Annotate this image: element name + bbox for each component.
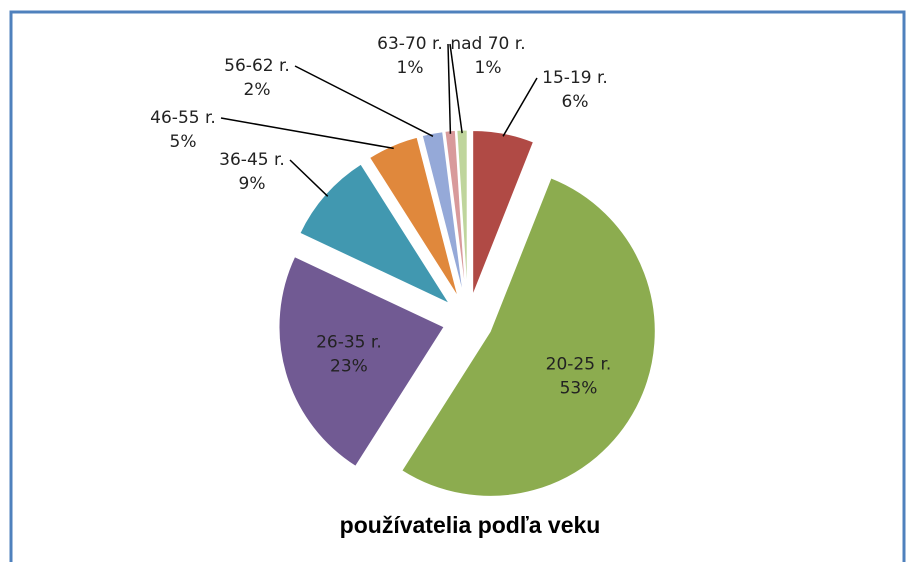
value-label: 23% — [330, 357, 368, 377]
pie-slice — [278, 256, 445, 467]
slice-label: 56-62 r. — [224, 56, 290, 76]
value-label: 6% — [562, 92, 589, 112]
slice-label: 36-45 r. — [219, 150, 285, 170]
pie-slice — [401, 177, 656, 497]
slice-label: nad 70 r. — [450, 34, 525, 54]
value-label: 9% — [239, 174, 266, 194]
leader-line — [220, 117, 394, 150]
pie-slice — [472, 129, 535, 296]
slice-label: 20-25 r. — [546, 354, 612, 374]
pie-slice — [421, 131, 464, 296]
leader-line — [502, 77, 538, 137]
slice-label: 63-70 r. — [377, 34, 443, 54]
slice-label: 15-19 r. — [542, 68, 608, 88]
value-label: 1% — [397, 58, 424, 78]
slice-label: 46-55 r. — [150, 108, 216, 128]
value-label: 53% — [560, 378, 598, 398]
leader-line — [449, 43, 463, 134]
pie-slice — [368, 136, 459, 298]
leader-line — [447, 43, 452, 134]
frame — [9, 10, 906, 562]
value-label: 5% — [170, 132, 197, 152]
leader-line — [294, 65, 434, 137]
leader-line — [289, 159, 329, 197]
slice-label: 26-35 r. — [316, 333, 382, 353]
value-label: 1% — [475, 58, 502, 78]
value-label: 2% — [244, 80, 271, 100]
chart-title: používatelia podľa veku — [340, 512, 601, 538]
